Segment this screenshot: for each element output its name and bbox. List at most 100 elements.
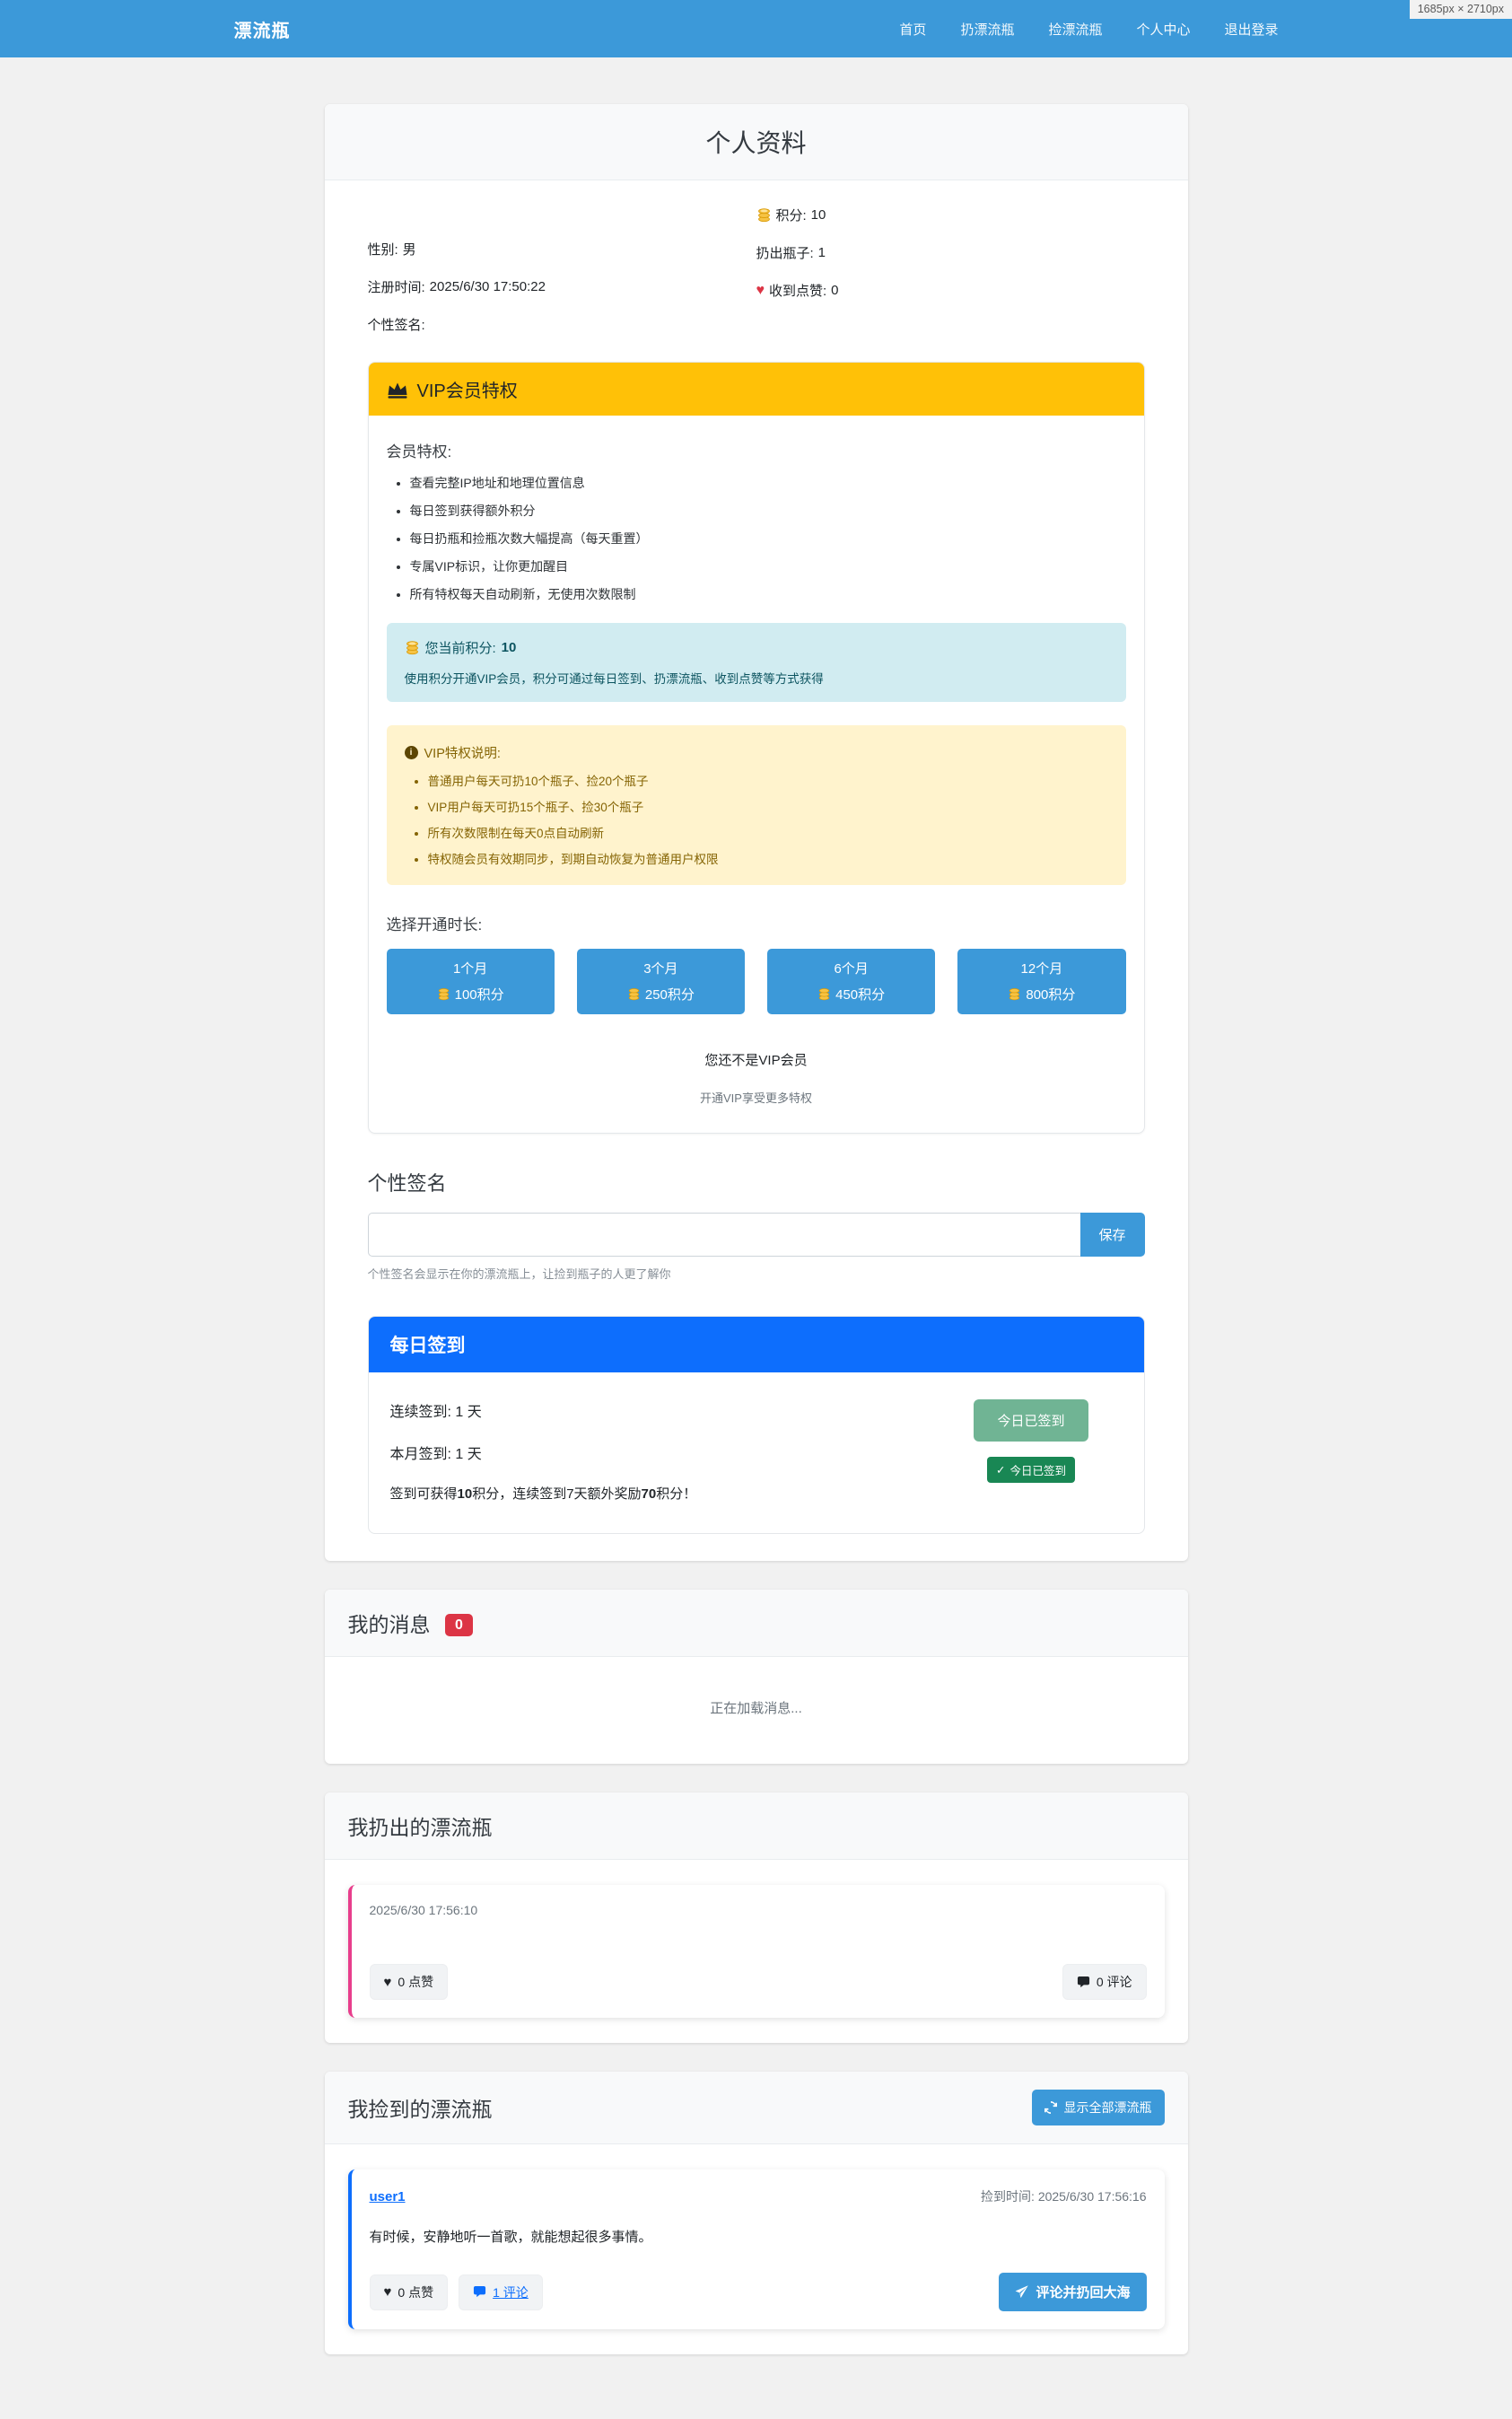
picked-bottle-item: user1 捡到时间: 2025/6/30 17:56:16 有时候，安静地听一… bbox=[347, 2169, 1165, 2329]
checkin-streak: 连续签到: 1 天 bbox=[389, 1405, 482, 1420]
thrown-bottles-card: 我扔出的漂流瓶 2025/6/30 17:56:10 ♥ 0 点赞 0 评论 bbox=[324, 1792, 1188, 2043]
vip-notice-title: VIP特权说明: bbox=[424, 747, 501, 761]
picked-bottles-card: 我捡到的漂流瓶 显示全部漂流瓶 user1 捡到时间: 2025/6/30 17… bbox=[324, 2072, 1188, 2354]
nav-item-profile[interactable]: 个人中心 bbox=[1136, 22, 1191, 38]
vip-card-header: VIP会员特权 bbox=[368, 363, 1144, 416]
duration-title: 选择开通时长: bbox=[386, 916, 483, 933]
vip-privileges-card: VIP会员特权 会员特权: 查看完整IP地址和地理位置信息 每日签到获得额外积分… bbox=[367, 362, 1145, 1134]
nav-links: 首页 扔漂流瓶 捡漂流瓶 个人中心 退出登录 bbox=[899, 20, 1278, 39]
vip-notice-alert: i VIP特权说明: 普通用户每天可扔10个瓶子、捡20个瓶子 VIP用户每天可… bbox=[386, 725, 1126, 885]
checkin-button[interactable]: 今日已签到 bbox=[974, 1399, 1088, 1442]
coins-icon bbox=[438, 988, 449, 1001]
bottle-content: 有时候，安静地听一首歌，就能想起很多事情。 bbox=[369, 2230, 652, 2245]
vip-plan-12month-button[interactable]: 12个月 800积分 bbox=[957, 949, 1126, 1014]
checkin-card-header: 每日签到 bbox=[368, 1317, 1144, 1372]
like-button[interactable]: ♥ 0 点赞 bbox=[369, 2274, 449, 2310]
info-circle-icon: i bbox=[404, 746, 418, 759]
coins-icon bbox=[1009, 988, 1020, 1001]
vip-benefit-item: 每日签到获得额外积分 bbox=[410, 502, 1126, 520]
nav-item-logout[interactable]: 退出登录 bbox=[1224, 22, 1279, 38]
bottle-timestamp: 2025/6/30 17:56:10 bbox=[369, 1903, 478, 1917]
nav-item-home[interactable]: 首页 bbox=[899, 22, 927, 38]
checkin-month: 本月签到: 1 天 bbox=[389, 1447, 482, 1462]
messages-count-badge: 0 bbox=[444, 1614, 473, 1636]
nav-item-pick-bottle[interactable]: 捡漂流瓶 bbox=[1048, 22, 1103, 38]
vip-plan-1month-button[interactable]: 1个月 100积分 bbox=[386, 949, 555, 1014]
signature-input-group: 保存 bbox=[367, 1213, 1145, 1257]
vip-benefit-item: 专属VIP标识，让你更加醒目 bbox=[410, 557, 1126, 575]
profile-signature-label: 个性签名: bbox=[367, 318, 425, 333]
show-all-bottles-button[interactable]: 显示全部漂流瓶 bbox=[1031, 2090, 1165, 2125]
thrown-title: 我扔出的漂流瓶 bbox=[347, 1816, 493, 1839]
coins-icon bbox=[628, 988, 639, 1001]
vip-plan-buttons: 1个月 100积分 3个月 250积分 6个月 450积分 12个月 bbox=[386, 949, 1126, 1014]
profile-info: 性别: 男 注册时间: 2025/6/30 17:50:22 个性签名: 积分: bbox=[368, 206, 1145, 353]
reply-and-throw-back-button[interactable]: 评论并扔回大海 bbox=[999, 2273, 1147, 2311]
profile-register-time: 注册时间: 2025/6/30 17:50:22 bbox=[367, 279, 546, 295]
checkin-title: 每日签到 bbox=[389, 1336, 466, 1356]
messages-card: 我的消息 0 正在加载消息... bbox=[324, 1590, 1188, 1764]
vip-benefits-list: 查看完整IP地址和地理位置信息 每日签到获得额外积分 每日扔瓶和捡瓶次数大幅提高… bbox=[410, 474, 1126, 603]
daily-checkin-card: 每日签到 连续签到: 1 天 本月签到: 1 天 签到可获得10积分，连 bbox=[367, 1316, 1145, 1534]
signature-section-title: 个性签名 bbox=[367, 1172, 447, 1195]
comment-icon bbox=[1077, 1976, 1089, 1987]
checked-in-badge: ✓ 今日已签到 bbox=[986, 1457, 1075, 1483]
vip-card-title: VIP会员特权 bbox=[416, 381, 518, 401]
refresh-icon bbox=[1044, 2101, 1057, 2114]
thrown-card-header: 我扔出的漂流瓶 bbox=[324, 1792, 1188, 1860]
like-button[interactable]: ♥ 0 点赞 bbox=[369, 1964, 449, 2000]
nav-item-throw-bottle[interactable]: 扔漂流瓶 bbox=[960, 22, 1015, 38]
profile-gender: 性别: 男 bbox=[367, 242, 416, 258]
vip-benefit-item: 查看完整IP地址和地理位置信息 bbox=[410, 474, 1126, 492]
check-icon: ✓ bbox=[995, 1464, 1006, 1477]
profile-likes-received: ♥ 收到点赞: 0 bbox=[756, 282, 839, 300]
messages-card-header: 我的消息 0 bbox=[324, 1590, 1188, 1657]
profile-points: 积分: 10 bbox=[756, 206, 1145, 224]
crown-icon bbox=[388, 382, 406, 399]
brand-logo[interactable]: 漂流瓶 bbox=[233, 21, 291, 41]
picked-timestamp: 捡到时间: 2025/6/30 17:56:16 bbox=[981, 2189, 1147, 2204]
top-navbar: 漂流瓶 首页 扔漂流瓶 捡漂流瓶 个人中心 退出登录 bbox=[0, 0, 1512, 57]
comment-icon bbox=[474, 2285, 486, 2298]
signature-hint: 个性签名会显示在你的漂流瓶上，让捡到瓶子的人更了解你 bbox=[367, 1267, 671, 1281]
checkin-reward-note: 签到可获得10积分，连续签到7天额外奖励70积分！ bbox=[389, 1486, 697, 1502]
vip-plan-3month-button[interactable]: 3个月 250积分 bbox=[576, 949, 745, 1014]
points-hint: 使用积分开通VIP会员，积分可通过每日签到、扔漂流瓶、收到点赞等方式获得 bbox=[404, 672, 824, 686]
vip-benefits-title: 会员特权: bbox=[386, 443, 452, 460]
vip-notice-item: 特权随会员有效期同步，到期自动恢复为普通用户权限 bbox=[428, 849, 1108, 867]
bottle-author-link[interactable]: user1 bbox=[369, 2189, 406, 2204]
vip-notice-item: VIP用户每天可扔15个瓶子、捡30个瓶子 bbox=[428, 797, 1108, 815]
profile-card: 个人资料 性别: 男 注册时间: 2025/6/30 17:50:22 个性签名… bbox=[324, 104, 1188, 1561]
signature-input[interactable] bbox=[367, 1213, 1080, 1257]
paper-plane-icon bbox=[1016, 2285, 1029, 2299]
comments-button[interactable]: 1 评论 bbox=[459, 2274, 543, 2310]
profile-thrown-count: 扔出瓶子: 1 bbox=[756, 245, 826, 261]
thrown-bottle-item: 2025/6/30 17:56:10 ♥ 0 点赞 0 评论 bbox=[347, 1885, 1165, 2018]
vip-benefit-item: 每日扔瓶和捡瓶次数大幅提高（每天重置） bbox=[410, 530, 1126, 548]
coins-icon bbox=[757, 208, 770, 223]
vip-notice-item: 普通用户每天可扔10个瓶子、捡20个瓶子 bbox=[428, 771, 1108, 789]
viewport-size-badge: 1685px × 2710px bbox=[1409, 0, 1512, 19]
vip-status-text: 您还不是VIP会员 bbox=[704, 1053, 808, 1068]
heart-icon: ♥ bbox=[383, 2284, 392, 2300]
heart-icon: ♥ bbox=[756, 282, 765, 298]
vip-benefit-item: 所有特权每天自动刷新，无使用次数限制 bbox=[410, 585, 1126, 603]
current-points-alert: 您当前积分: 10 使用积分开通VIP会员，积分可通过每日签到、扔漂流瓶、收到点… bbox=[386, 623, 1126, 702]
coins-icon bbox=[818, 988, 830, 1001]
vip-status-subtext: 开通VIP享受更多特权 bbox=[700, 1091, 812, 1105]
vip-notice-list: 普通用户每天可扔10个瓶子、捡20个瓶子 VIP用户每天可扔15个瓶子、捡30个… bbox=[428, 771, 1108, 867]
save-button[interactable]: 保存 bbox=[1079, 1213, 1145, 1257]
profile-card-header: 个人资料 bbox=[324, 104, 1188, 180]
bottle-content bbox=[370, 1917, 1147, 1964]
messages-title: 我的消息 bbox=[347, 1613, 431, 1636]
coins-icon bbox=[406, 641, 418, 655]
vip-notice-item: 所有次数限制在每天0点自动刷新 bbox=[428, 823, 1108, 841]
messages-loading-text: 正在加载消息... bbox=[710, 1701, 802, 1716]
picked-card-header: 我捡到的漂流瓶 显示全部漂流瓶 bbox=[324, 2072, 1188, 2144]
vip-plan-6month-button[interactable]: 6个月 450积分 bbox=[767, 949, 936, 1014]
comments-button[interactable]: 0 评论 bbox=[1062, 1964, 1147, 2000]
current-points-value: 10 bbox=[501, 640, 517, 655]
page-title: 个人资料 bbox=[705, 129, 807, 157]
heart-icon: ♥ bbox=[383, 1974, 392, 1990]
picked-title: 我捡到的漂流瓶 bbox=[347, 2098, 493, 2121]
